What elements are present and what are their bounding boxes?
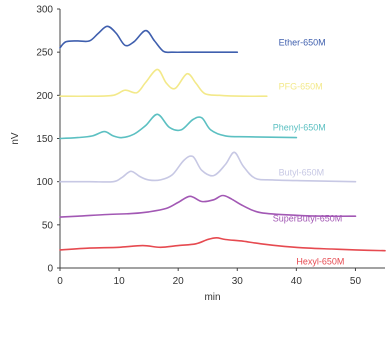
series-label-6: Hexyl-650M — [296, 257, 344, 267]
y-tick-label: 250 — [36, 48, 53, 59]
x-tick-label: 40 — [291, 276, 303, 287]
y-tick-label: 150 — [36, 134, 53, 145]
series-line-3 — [59, 113, 298, 140]
series-line-6 — [59, 237, 386, 252]
series-line-1 — [59, 25, 239, 54]
series-line-4 — [59, 151, 357, 183]
x-ticks: 0 10 20 30 40 50 — [57, 268, 361, 287]
series-labels: Ether-650M PFG-650M Phenyl-650M Butyl-650M S… — [273, 37, 345, 266]
series-lines — [59, 25, 386, 252]
x-tick-label: 10 — [114, 276, 126, 287]
y-tick-label: 50 — [42, 220, 54, 231]
x-axis-label: min — [204, 292, 220, 303]
y-ticks: 0 50 100 150 200 250 300 — [36, 5, 60, 275]
series-label-4: Butyl-650M — [279, 168, 325, 178]
series-line-5 — [59, 194, 357, 218]
x-tick-label: 30 — [232, 276, 244, 287]
y-tick-label: 0 — [47, 264, 53, 275]
series-label-1: Ether-650M — [279, 37, 326, 47]
y-tick-label: 200 — [36, 91, 53, 102]
x-tick-label: 20 — [173, 276, 185, 287]
y-axis-label: nV — [10, 132, 21, 145]
chart-axes — [59, 9, 385, 269]
y-tick-label: 100 — [36, 177, 53, 188]
series-label-3: Phenyl-650M — [273, 123, 326, 133]
x-tick-label: 0 — [57, 276, 63, 287]
x-tick-label: 50 — [350, 276, 362, 287]
y-tick-label: 300 — [36, 5, 53, 16]
series-line-2 — [59, 68, 268, 98]
series-label-2: PFG-650M — [279, 81, 323, 91]
series-label-5: SuperButyl-650M — [273, 213, 343, 223]
